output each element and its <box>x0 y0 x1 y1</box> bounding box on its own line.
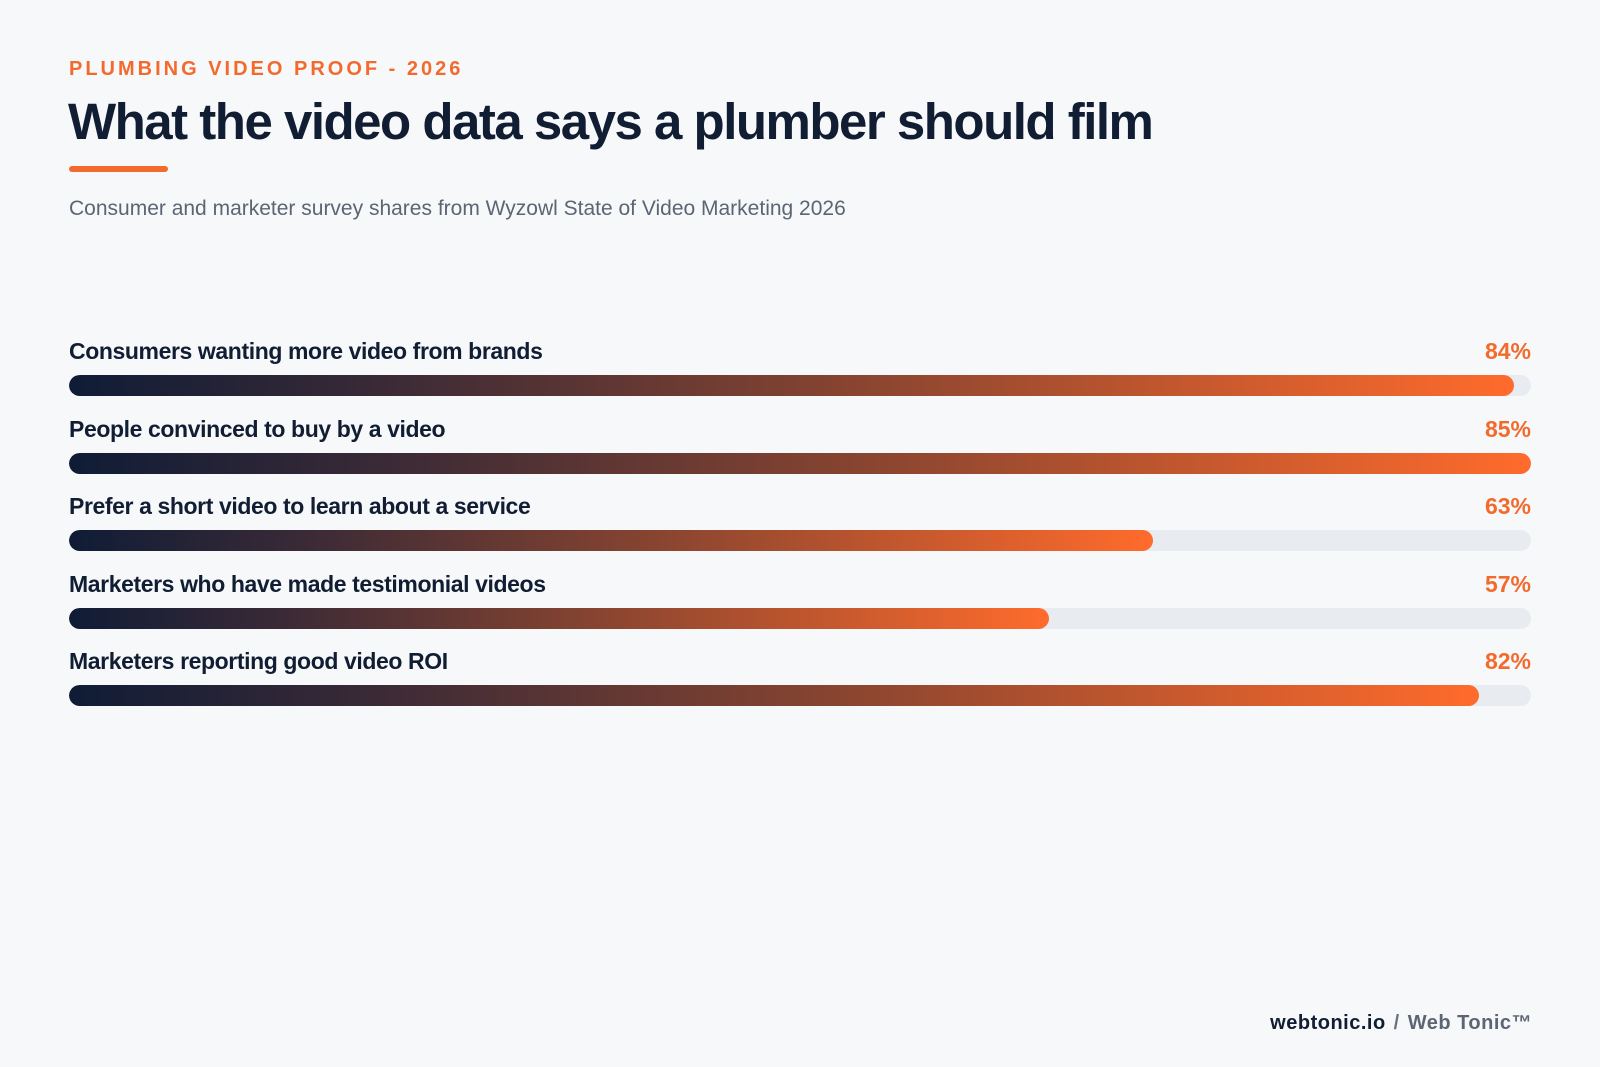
bar-label: Marketers reporting good video ROI <box>69 648 448 674</box>
bar-value-label: 57% <box>1484 570 1531 597</box>
bar <box>69 685 1480 706</box>
footer-brand: Web Tonic™ <box>1407 1012 1532 1034</box>
bar-value-label: 84% <box>1484 338 1531 364</box>
bar-track <box>69 375 1531 396</box>
bar-value-label: 82% <box>1484 648 1531 674</box>
bar-track <box>69 607 1531 629</box>
bar-chart: Consumers wanting more video from brands… <box>69 338 1531 726</box>
title-accent-rule <box>69 166 168 172</box>
bar <box>69 530 1153 551</box>
bar-value-label: 85% <box>1484 415 1531 442</box>
bar-label: People convinced to buy by a video <box>69 415 446 442</box>
bar-label: Consumers wanting more video from brands <box>69 338 543 364</box>
bar-row: People convinced to buy by a video 85% <box>69 416 1531 494</box>
footer-credit: webtonic.io / Web Tonic™ <box>1270 1012 1532 1035</box>
footer-separator: / <box>1393 1012 1400 1034</box>
bar-track <box>69 452 1531 474</box>
bar-label: Prefer a short video to learn about a se… <box>69 493 531 519</box>
bar <box>69 375 1514 396</box>
bar-track <box>69 530 1531 551</box>
eyebrow-label: PLUMBING VIDEO PROOF - 2026 <box>69 58 464 80</box>
bar-row: Prefer a short video to learn about a se… <box>69 493 1531 571</box>
page-title: What the video data says a plumber shoul… <box>68 93 1154 150</box>
footer-site: webtonic.io <box>1270 1012 1386 1034</box>
bar-label: Marketers who have made testimonial vide… <box>69 570 546 597</box>
bar-row: Consumers wanting more video from brands… <box>69 338 1531 416</box>
bar-row: Marketers reporting good video ROI 82% <box>69 648 1531 726</box>
bar <box>69 607 1050 629</box>
bar-value-label: 63% <box>1484 493 1531 519</box>
bar-track <box>69 685 1531 706</box>
bar <box>69 452 1531 474</box>
chart-subtitle: Consumer and marketer survey shares from… <box>69 197 846 220</box>
bar-row: Marketers who have made testimonial vide… <box>69 571 1531 649</box>
